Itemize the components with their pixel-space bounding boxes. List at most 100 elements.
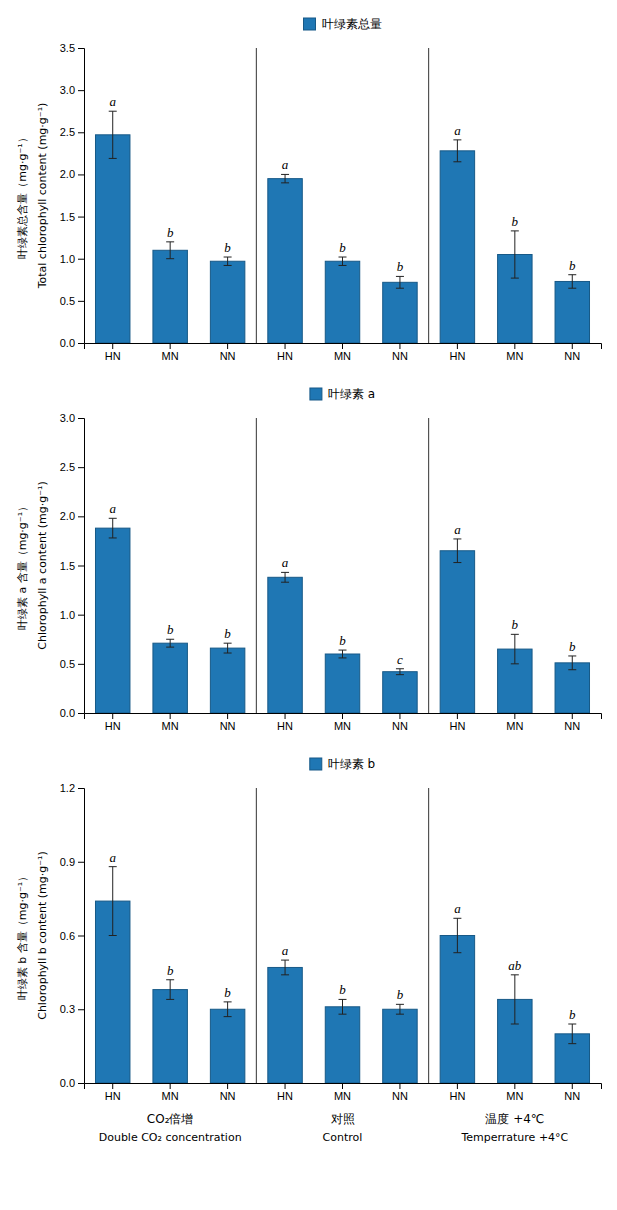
- x-tick: MN: [506, 1083, 523, 1102]
- x-tick: NN: [220, 343, 236, 362]
- x-tick-label: MN: [506, 1090, 523, 1102]
- error-bar-cap: [339, 257, 347, 258]
- bar: [95, 528, 129, 713]
- error-bar: [453, 539, 461, 563]
- bar: [555, 281, 589, 343]
- x-tick-label: MN: [334, 720, 351, 732]
- error-bar-stem: [514, 634, 515, 664]
- y-tick: 0.3: [60, 1003, 84, 1015]
- bar: [268, 577, 302, 713]
- error-bar-cap: [511, 974, 519, 975]
- annotation: b: [569, 639, 576, 654]
- error-bar-cap: [339, 265, 347, 266]
- x-tick-mark: [112, 713, 113, 719]
- error-bar-cap: [281, 582, 289, 583]
- x-tick: HN: [449, 1083, 465, 1102]
- x-axis: HNMNNNHNMNNNHNMNNN: [85, 1083, 602, 1102]
- error-bar-cap: [224, 257, 232, 258]
- y-tick-label: 0.5: [60, 658, 75, 670]
- error-bar-cap: [281, 174, 289, 175]
- x-tick-mark: [112, 1083, 113, 1089]
- error-bar-cap: [166, 258, 174, 259]
- x-tick: MN: [162, 343, 179, 362]
- annotation: b: [167, 225, 174, 240]
- y-tick: 0.9: [60, 856, 84, 868]
- error-bar-cap: [109, 866, 117, 867]
- error-bars: [109, 867, 577, 1044]
- x-tick: HN: [277, 1083, 293, 1102]
- error-bar: [511, 634, 519, 664]
- error-bars: [109, 518, 577, 674]
- group-label: 温度 +4℃: [485, 1112, 544, 1126]
- x-tick: MN: [334, 343, 351, 362]
- x-tick-mark: [514, 713, 515, 719]
- error-bar-stem: [572, 1024, 573, 1044]
- y-tick-mark: [78, 259, 84, 260]
- bar: [440, 151, 474, 343]
- error-bar-stem: [342, 650, 343, 658]
- annotations: abbabcabb: [109, 501, 576, 666]
- x-tick-label: HN: [105, 350, 121, 362]
- bar: [325, 654, 359, 713]
- x-tick: HN: [105, 1083, 121, 1102]
- x-tick-label: NN: [392, 350, 408, 362]
- error-bar: [109, 111, 117, 158]
- error-bar-cap: [281, 960, 289, 961]
- error-bar-cap: [511, 278, 519, 279]
- error-bar-cap: [568, 655, 576, 656]
- group-separator: [428, 48, 429, 343]
- y-tick: 0.6: [60, 930, 84, 942]
- x-tick-label: NN: [220, 1090, 236, 1102]
- annotation: b: [339, 982, 346, 997]
- chart: abbabbabb0.00.51.01.52.02.53.03.5HNMNNNH…: [0, 0, 617, 1210]
- y-tick-mark: [78, 713, 84, 714]
- error-bar-cap: [109, 518, 117, 519]
- group-label: 对照: [331, 1112, 355, 1126]
- error-bar-stem: [342, 257, 343, 265]
- x-tick-label: HN: [449, 350, 465, 362]
- y-tick-mark: [78, 936, 84, 937]
- error-bar-stem: [457, 539, 458, 563]
- x-tick-label: MN: [334, 350, 351, 362]
- y-axis-title: Chlorophyll a content (mg·g⁻¹): [36, 481, 49, 649]
- plot-area: [95, 788, 589, 1083]
- group-separator: [428, 788, 429, 1083]
- annotation: b: [224, 985, 231, 1000]
- group-label: CO₂倍增: [147, 1112, 194, 1126]
- bar: [383, 1009, 417, 1083]
- y-tick-label: 0.9: [60, 856, 75, 868]
- panel: abbabbaabb0.00.30.60.91.2HNMNNNHNMNNNHNM…: [16, 757, 602, 1144]
- x-tick-label: NN: [564, 350, 580, 362]
- x-axis: HNMNNNHNMNNNHNMNNN: [85, 713, 602, 732]
- y-tick-label: 1.5: [60, 211, 75, 223]
- x-tick-mark: [399, 713, 400, 719]
- annotation: a: [109, 850, 116, 865]
- legend: 叶绿素 b: [310, 757, 375, 771]
- x-tick-label: NN: [564, 1090, 580, 1102]
- x-axis-line: [85, 344, 602, 350]
- error-bar: [339, 650, 347, 658]
- y-tick: 0.0: [60, 1077, 84, 1089]
- y-tick-label: 0.3: [60, 1003, 75, 1015]
- bar: [153, 990, 187, 1083]
- y-tick-mark: [78, 217, 84, 218]
- bar: [153, 643, 187, 713]
- error-bar-cap: [568, 1043, 576, 1044]
- y-axis: 0.00.30.60.91.2: [60, 782, 85, 1089]
- annotation: a: [454, 123, 461, 138]
- y-tick-label: 1.5: [60, 560, 75, 572]
- error-bar-cap: [453, 952, 461, 953]
- x-axis: HNMNNNHNMNNNHNMNNN: [85, 343, 602, 362]
- bar: [325, 261, 359, 343]
- annotation: b: [397, 987, 404, 1002]
- annotation: b: [224, 240, 231, 255]
- error-bar-stem: [514, 975, 515, 1024]
- y-tick: 0.5: [60, 295, 84, 307]
- x-tick-mark: [170, 343, 171, 349]
- plot-area: [95, 418, 589, 713]
- x-tick: HN: [105, 713, 121, 732]
- x-tick-mark: [285, 1083, 286, 1089]
- error-bar: [511, 231, 519, 278]
- error-bar: [396, 276, 404, 288]
- error-bar-cap: [511, 663, 519, 664]
